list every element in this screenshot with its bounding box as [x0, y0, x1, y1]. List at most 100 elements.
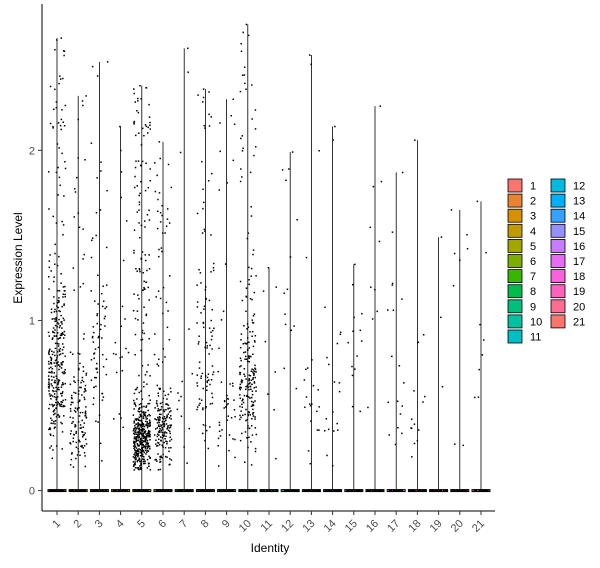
data-point	[339, 333, 342, 336]
data-point	[388, 434, 391, 436]
data-point	[56, 356, 58, 359]
data-point	[360, 489, 362, 492]
data-point	[144, 440, 147, 442]
data-point	[51, 350, 53, 353]
legend-entry-1: 1	[507, 178, 536, 193]
data-point	[97, 489, 99, 492]
data-point	[141, 458, 143, 460]
data-point	[481, 354, 484, 356]
data-point	[167, 310, 169, 312]
data-point	[157, 198, 159, 201]
data-point	[206, 380, 209, 382]
data-point	[56, 396, 59, 398]
data-point	[160, 247, 163, 249]
data-point	[245, 23, 248, 26]
data-point	[196, 406, 199, 408]
x-tick-label: 18	[406, 518, 423, 535]
data-point	[61, 431, 64, 433]
data-point	[53, 302, 55, 305]
legend-label: 11	[530, 332, 541, 344]
data-point	[247, 232, 250, 234]
data-point	[274, 371, 276, 373]
data-point	[52, 327, 55, 329]
data-point	[167, 404, 170, 406]
data-point	[466, 233, 468, 236]
data-point	[254, 450, 257, 453]
data-point	[248, 388, 250, 391]
data-point	[142, 415, 145, 417]
data-point	[85, 406, 87, 408]
data-point	[252, 401, 255, 404]
data-point	[61, 382, 64, 384]
data-point	[139, 451, 142, 454]
data-point	[58, 310, 60, 312]
data-point	[55, 318, 57, 321]
legend-key	[507, 254, 523, 268]
data-point	[146, 451, 148, 453]
data-point	[55, 375, 57, 377]
data-point	[246, 337, 249, 339]
data-point	[135, 433, 138, 435]
data-point	[451, 489, 454, 492]
data-point	[57, 414, 60, 416]
data-point	[144, 420, 147, 423]
data-point	[253, 489, 255, 492]
data-point	[162, 446, 164, 448]
data-point	[56, 355, 59, 357]
data-point	[140, 423, 143, 426]
data-point	[125, 220, 128, 222]
data-point	[59, 325, 61, 327]
data-point	[85, 443, 88, 445]
data-point	[136, 398, 138, 400]
data-point	[50, 366, 52, 369]
data-point	[159, 409, 161, 411]
data-point	[252, 376, 254, 379]
data-point	[51, 353, 54, 356]
y-tick-label: 1	[29, 315, 35, 327]
data-point	[146, 422, 148, 425]
data-point	[212, 371, 215, 373]
data-point	[94, 300, 96, 302]
data-point	[163, 409, 165, 411]
data-point	[191, 372, 194, 375]
data-point	[180, 415, 183, 418]
data-point	[169, 426, 172, 428]
data-point	[90, 379, 93, 381]
data-point	[441, 385, 444, 388]
data-point	[262, 489, 264, 492]
data-point	[251, 368, 253, 370]
data-point	[253, 386, 256, 389]
data-point	[55, 358, 58, 361]
data-point	[61, 109, 63, 111]
data-point	[136, 452, 139, 455]
legend-label: 15	[573, 226, 585, 238]
data-point	[136, 435, 139, 438]
data-point	[160, 456, 162, 459]
data-point	[293, 325, 295, 327]
data-point	[196, 212, 199, 215]
data-point	[218, 421, 221, 424]
data-point	[198, 404, 200, 406]
data-point	[120, 325, 122, 328]
data-point	[369, 226, 371, 229]
data-point	[200, 377, 202, 379]
data-point	[424, 489, 426, 492]
data-point	[205, 429, 208, 432]
data-point	[290, 329, 293, 332]
data-point	[318, 406, 320, 408]
data-point	[138, 427, 141, 430]
data-point	[255, 371, 257, 373]
data-point	[213, 327, 215, 330]
data-point	[239, 405, 241, 408]
data-point	[57, 364, 60, 366]
data-point	[477, 396, 480, 398]
data-point	[142, 458, 145, 460]
data-point	[251, 335, 253, 338]
data-point	[96, 371, 99, 374]
legend-entry-12: 12	[550, 178, 585, 193]
data-point	[250, 215, 253, 217]
data-point	[253, 313, 256, 315]
data-point	[48, 353, 50, 356]
data-point	[353, 489, 356, 492]
